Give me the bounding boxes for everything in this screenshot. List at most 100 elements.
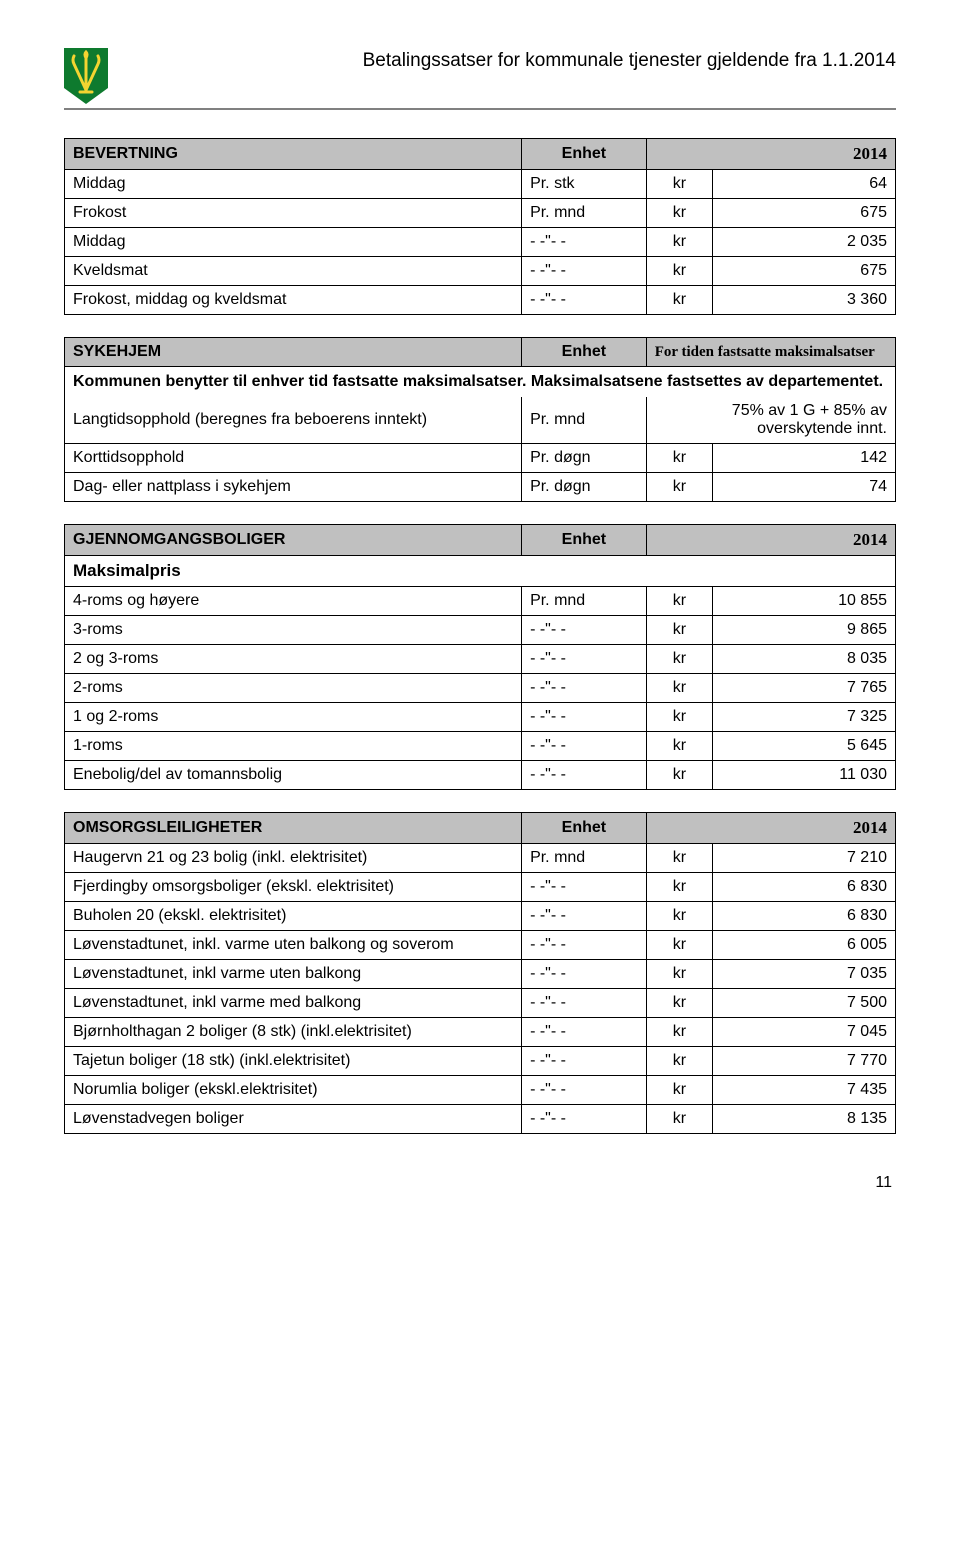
row-label: Buholen 20 (ekskl. elektrisitet) (65, 902, 522, 931)
row-label: Frokost, middag og kveldsmat (65, 286, 522, 315)
year-header: 2014 (646, 139, 895, 170)
row-unit: - -"- - (522, 960, 647, 989)
row-label: Bjørnholthagan 2 boliger (8 stk) (inkl.e… (65, 1018, 522, 1047)
row-unit: Pr. mnd (522, 397, 647, 444)
document-title: Betalingssatser for kommunale tjenester … (124, 48, 896, 72)
row-value: 7 210 (713, 844, 896, 873)
row-label: Frokost (65, 199, 522, 228)
row-currency: kr (646, 645, 712, 674)
row-currency: kr (646, 199, 712, 228)
row-currency: kr (646, 703, 712, 732)
row-label: Løvenstadvegen boliger (65, 1105, 522, 1134)
table-row: Løvenstadtunet, inkl varme uten balkong-… (65, 960, 896, 989)
row-currency: kr (646, 902, 712, 931)
row-value: 6 830 (713, 873, 896, 902)
table-row: Middag- -"- -kr2 035 (65, 228, 896, 257)
row-currency: kr (646, 286, 712, 315)
row-label: Tajetun boliger (18 stk) (inkl.elektrisi… (65, 1047, 522, 1076)
sub-heading: Maksimalpris (65, 556, 896, 587)
row-label: Middag (65, 170, 522, 199)
unit-header: Enhet (522, 525, 647, 556)
sykehjem-table: SYKEHJEM Enhet For tiden fastsatte maksi… (64, 337, 896, 502)
row-unit: - -"- - (522, 674, 647, 703)
row-unit: - -"- - (522, 703, 647, 732)
row-unit: - -"- - (522, 1018, 647, 1047)
table-title: GJENNOMGANGSBOLIGER (65, 525, 522, 556)
table-row: KorttidsoppholdPr. døgnkr142 (65, 444, 896, 473)
row-value: 142 (713, 444, 896, 473)
row-value: 7 045 (713, 1018, 896, 1047)
unit-header: Enhet (522, 139, 647, 170)
row-label: 2-roms (65, 674, 522, 703)
row-label: Løvenstadtunet, inkl varme med balkong (65, 989, 522, 1018)
omsorgsleiligheter-table: OMSORGSLEILIGHETER Enhet 2014 Haugervn 2… (64, 812, 896, 1134)
bevertning-table: BEVERTNING Enhet 2014 MiddagPr. stkkr64F… (64, 138, 896, 315)
row-value: 675 (713, 199, 896, 228)
row-value: 675 (713, 257, 896, 286)
row-unit: - -"- - (522, 257, 647, 286)
unit-header: Enhet (522, 813, 647, 844)
row-currency: kr (646, 1018, 712, 1047)
row-value: 7 500 (713, 989, 896, 1018)
row-value: 64 (713, 170, 896, 199)
row-unit: - -"- - (522, 228, 647, 257)
table-row: Frokost, middag og kveldsmat- -"- -kr3 3… (65, 286, 896, 315)
row-currency: kr (646, 732, 712, 761)
row-unit: Pr. mnd (522, 587, 647, 616)
table-row: Fjerdingby omsorgsboliger (ekskl. elektr… (65, 873, 896, 902)
row-label: 1 og 2-roms (65, 703, 522, 732)
row-label: Løvenstadtunet, inkl varme uten balkong (65, 960, 522, 989)
row-currency: kr (646, 228, 712, 257)
row-label: Haugervn 21 og 23 bolig (inkl. elektrisi… (65, 844, 522, 873)
row-unit: Pr. stk (522, 170, 647, 199)
row-unit: - -"- - (522, 902, 647, 931)
row-value: 9 865 (713, 616, 896, 645)
table-row: MiddagPr. stkkr64 (65, 170, 896, 199)
table-row: Tajetun boliger (18 stk) (inkl.elektrisi… (65, 1047, 896, 1076)
row-currency: kr (646, 674, 712, 703)
row-unit: - -"- - (522, 732, 647, 761)
row-value: 3 360 (713, 286, 896, 315)
row-value: 7 765 (713, 674, 896, 703)
row-value: 6 005 (713, 931, 896, 960)
row-label: Løvenstadtunet, inkl. varme uten balkong… (65, 931, 522, 960)
row-label: Middag (65, 228, 522, 257)
row-unit: - -"- - (522, 989, 647, 1018)
table-row: Dag- eller nattplass i sykehjemPr. døgnk… (65, 473, 896, 502)
table-title: SYKEHJEM (65, 338, 522, 367)
row-currency: kr (646, 931, 712, 960)
table-row: Kveldsmat- -"- -kr675 (65, 257, 896, 286)
year-header: 2014 (646, 813, 895, 844)
row-currency: kr (646, 473, 712, 502)
page-container: Betalingssatser for kommunale tjenester … (0, 0, 960, 1216)
row-unit: - -"- - (522, 645, 647, 674)
row-currency: kr (646, 587, 712, 616)
row-value: 74 (713, 473, 896, 502)
row-unit: - -"- - (522, 616, 647, 645)
row-label: Norumlia boliger (ekskl.elektrisitet) (65, 1076, 522, 1105)
table-row: 2-roms- -"- -kr7 765 (65, 674, 896, 703)
row-value: 7 325 (713, 703, 896, 732)
sykehjem-note: Kommunen benytter til enhver tid fastsat… (65, 367, 896, 398)
gjennomgangsboliger-table: GJENNOMGANGSBOLIGER Enhet 2014 Maksimalp… (64, 524, 896, 790)
row-value: 75% av 1 G + 85% av overskytende innt. (646, 397, 895, 444)
row-label: 2 og 3-roms (65, 645, 522, 674)
row-unit: Pr. mnd (522, 199, 647, 228)
row-currency: kr (646, 761, 712, 790)
row-value: 7 770 (713, 1047, 896, 1076)
table-row: Bjørnholthagan 2 boliger (8 stk) (inkl.e… (65, 1018, 896, 1047)
row-value: 11 030 (713, 761, 896, 790)
table-row: Løvenstadvegen boliger- -"- -kr8 135 (65, 1105, 896, 1134)
page-header: Betalingssatser for kommunale tjenester … (64, 48, 896, 110)
row-currency: kr (646, 257, 712, 286)
table-row: Norumlia boliger (ekskl.elektrisitet)- -… (65, 1076, 896, 1105)
row-unit: - -"- - (522, 1076, 647, 1105)
row-unit: - -"- - (522, 931, 647, 960)
table-row: Løvenstadtunet, inkl. varme uten balkong… (65, 931, 896, 960)
row-unit: Pr. mnd (522, 844, 647, 873)
row-unit: - -"- - (522, 1047, 647, 1076)
table-row: Haugervn 21 og 23 bolig (inkl. elektrisi… (65, 844, 896, 873)
row-label: Langtidsopphold (beregnes fra beboerens … (65, 397, 522, 444)
table-row: FrokostPr. mndkr675 (65, 199, 896, 228)
row-value: 6 830 (713, 902, 896, 931)
